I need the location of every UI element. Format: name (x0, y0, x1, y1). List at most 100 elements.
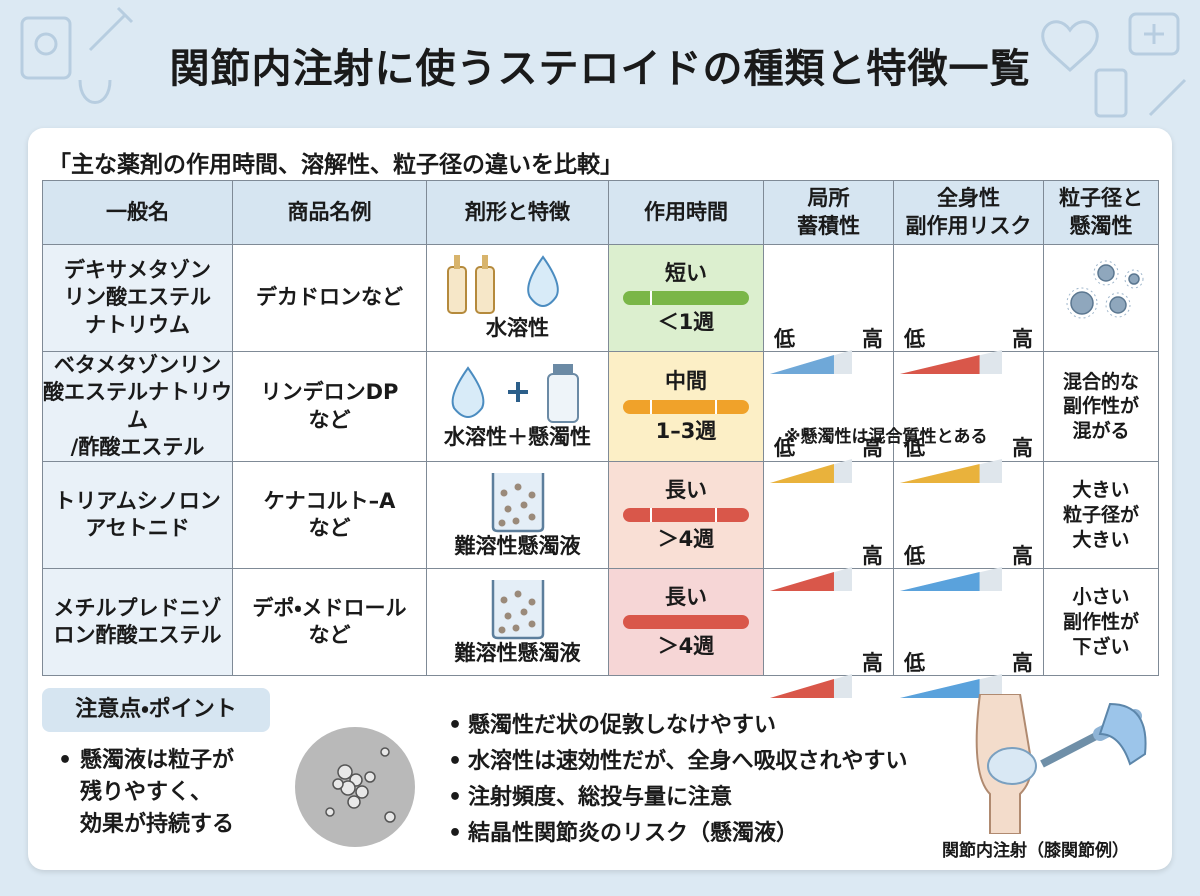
form-icon: 難溶性懸濁液 (427, 471, 608, 560)
particle-halo (1105, 292, 1131, 318)
bar (623, 291, 749, 305)
scale-low: 低 (774, 327, 795, 351)
particle (1097, 264, 1115, 283)
particle (528, 491, 535, 499)
product-name: リンデロンDP など (232, 350, 427, 463)
title: 関節内注射に使うステロイドの種類と特徴一覧 (169, 46, 1031, 92)
particle (520, 501, 527, 509)
systemic-cell: 低高 (893, 350, 1044, 483)
particle (504, 505, 511, 513)
particle (500, 596, 507, 604)
generic-name: メチルプレドニゾ ロン酢酸エステル (42, 568, 233, 677)
notes-summary: 懸濁液は粒子が 残りやすく、 効果が持続する (58, 745, 234, 841)
form-illustration (491, 472, 544, 532)
ampoule-neck (453, 255, 460, 270)
particle (512, 624, 519, 632)
form-cell: 難溶性懸濁液 (426, 568, 609, 677)
duration-bar (623, 399, 749, 414)
scale-low: 低 (904, 651, 925, 676)
particle (498, 519, 505, 527)
particle-halo (1093, 260, 1119, 286)
form-label: 水溶性＋懸濁性 (444, 424, 591, 449)
micrograph (295, 727, 415, 847)
drop (451, 366, 484, 418)
duration-bar (623, 291, 749, 305)
bar (623, 508, 749, 523)
column-header: 局所 蓄積性 (763, 180, 894, 245)
scale-low: 低 (904, 544, 925, 569)
table-row: トリアムシノロン アセトニド ケナコルト–A など 難溶性懸濁液 長い ＞4週高低高大き… (42, 461, 1159, 592)
decor-icons (20, 6, 1187, 118)
ampoule-neck (481, 255, 488, 270)
comparison-table: 一般名 商品名例 剤形と特徴 作用時間 局所 蓄積性 全身性 副作用リスク 粒子径と 懸濁性… (42, 180, 1159, 699)
drop (526, 255, 559, 308)
duration-period: 1–3週 (655, 418, 717, 443)
bar (623, 399, 749, 414)
knee-caption: 関節内注射（膝関節例） (942, 841, 1129, 861)
column-header: 全身性 副作用リスク (893, 180, 1044, 245)
duration-period: ＞4週 (657, 527, 715, 552)
form-illustration (491, 579, 544, 639)
particle (528, 598, 535, 606)
form-illustration (451, 363, 579, 423)
scale-low: 低 (904, 435, 925, 460)
duration: 長い ＞4週 (609, 477, 763, 554)
table-row: ベタメタゾンリン 酸エステルナトリウム /酢酸エステル リンデロンDP など 水溶性… (42, 350, 1159, 483)
particle-cell: 小さい 副作性が 下ざい (1043, 568, 1159, 677)
note-point: 結晶性関節炎のリスク（懸濁液） (448, 816, 908, 852)
local-cell: 低高 (763, 244, 894, 374)
duration-bar (623, 508, 749, 523)
local-cell: 高 (763, 461, 894, 592)
local-cell: 高 (763, 568, 894, 699)
duration-label: 長い (665, 477, 707, 502)
bar (623, 615, 749, 630)
form-cell: 難溶性懸濁液 (426, 461, 609, 570)
scale-low: 低 (774, 435, 795, 460)
particle (504, 612, 511, 620)
systemic-cell: 低高 (893, 568, 1044, 699)
form-label: 難溶性懸濁液 (454, 640, 581, 665)
particle-halo (1124, 269, 1144, 289)
particle-icon (1066, 260, 1144, 319)
scale-high: 高 (1012, 544, 1033, 569)
notes-heading: 注意点・ポイント (42, 688, 270, 732)
duration: 中間 1–3週 (609, 368, 763, 445)
wedge (770, 679, 834, 699)
form-label: 水溶性 (486, 316, 549, 341)
particle-halo (1066, 287, 1098, 319)
particle (514, 590, 521, 598)
particle-cell: 混合的な 副作性が 混がる (1043, 350, 1159, 463)
duration-cell: 長い ＞4週 (608, 461, 764, 570)
column-header: 一般名 (42, 180, 233, 245)
scale-high: 高 (1012, 651, 1033, 676)
scale-high: 高 (862, 544, 883, 569)
generic-name: ベタメタゾンリン 酸エステルナトリウム /酢酸エステル (42, 350, 233, 463)
column-header: 商品名例 (232, 180, 427, 245)
plus (507, 381, 528, 402)
form-cell: 水溶性 (426, 244, 609, 352)
note-point: 注射頻度、総投与量に注意 (448, 780, 908, 816)
scale-wedge (770, 674, 852, 699)
ampoule (446, 266, 467, 315)
duration-label: 短い (665, 260, 707, 285)
particle (528, 513, 535, 521)
note-point: 水溶性は速効性だが、全身へ吸収されやすい (448, 744, 908, 780)
generic-name: トリアムシノロン アセトニド (42, 461, 233, 570)
duration-period: ＜1週 (657, 310, 715, 334)
generic-name: デキサメタゾン リン酸エステル ナトリウム (42, 244, 233, 352)
duration-label: 中間 (665, 369, 707, 394)
particle-cell (1043, 244, 1159, 352)
column-header: 作用時間 (608, 180, 764, 245)
duration-period: ＞4週 (657, 634, 715, 659)
particle (500, 489, 507, 497)
form-cell: 水溶性＋懸濁性 (426, 350, 609, 463)
scale-low: 低 (904, 327, 925, 351)
form-icon: 水溶性＋懸濁性 (427, 362, 608, 451)
knee-illustration (975, 694, 1147, 834)
vial-cap (552, 363, 573, 374)
product-name: デカドロンなど (232, 244, 427, 352)
scale-high: 高 (862, 651, 883, 676)
table-row: デキサメタゾン リン酸エステル ナトリウム デカドロンなど 水溶性 短い ＜1週低高低高 (42, 244, 1159, 374)
duration-label: 長い (665, 584, 707, 609)
